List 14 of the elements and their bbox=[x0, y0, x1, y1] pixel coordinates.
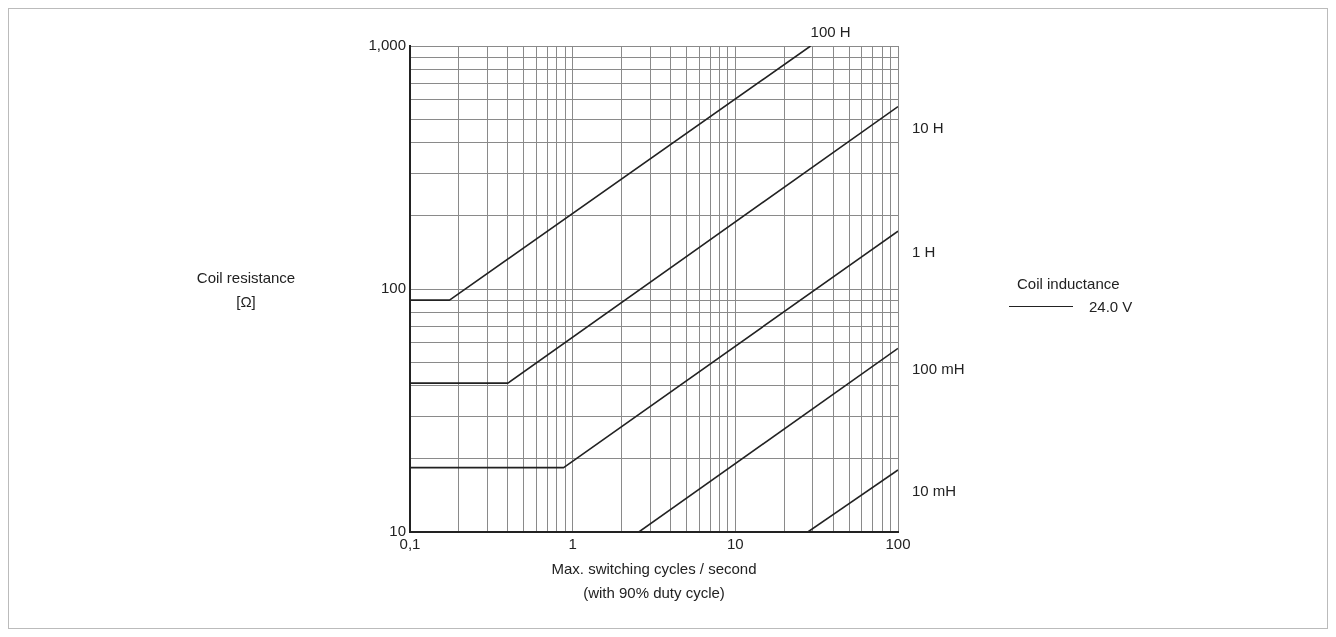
text: 24.0 V bbox=[1089, 298, 1133, 315]
series-label: 100 mH bbox=[912, 360, 965, 378]
legend-title: Coil inductance bbox=[1017, 275, 1121, 292]
y-tick-label: 100 bbox=[380, 279, 406, 297]
series-label: 10 H bbox=[912, 118, 944, 136]
series-label: 100 H bbox=[810, 22, 851, 40]
x-tick-label: 1 bbox=[568, 535, 577, 553]
x-tick-label: 10 bbox=[726, 535, 744, 553]
x-axis-title: Max. switching cycles / second (with 90% duty cycle) bbox=[551, 560, 757, 602]
series-label: 10 mH bbox=[912, 482, 957, 500]
y-axis-title: Coil resistance [Ω] bbox=[196, 269, 296, 311]
x-tick-label: 100 bbox=[885, 535, 911, 553]
y-tick-label: 1,000 bbox=[368, 36, 406, 54]
series-label: 1 H bbox=[912, 243, 936, 261]
